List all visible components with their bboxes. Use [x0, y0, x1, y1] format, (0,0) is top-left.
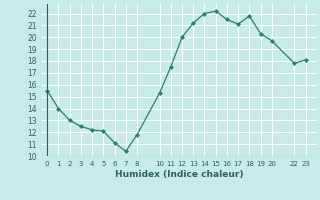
X-axis label: Humidex (Indice chaleur): Humidex (Indice chaleur) [115, 170, 244, 179]
